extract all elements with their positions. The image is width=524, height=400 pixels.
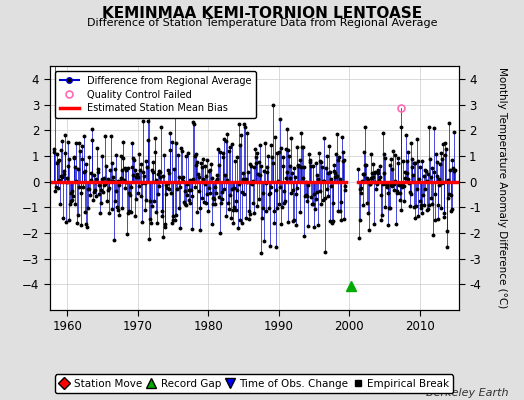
Legend: Station Move, Record Gap, Time of Obs. Change, Empirical Break: Station Move, Record Gap, Time of Obs. C… [55, 374, 453, 393]
Text: KEMINMAA KEMI-TORNION LENTOASE: KEMINMAA KEMI-TORNION LENTOASE [102, 6, 422, 21]
Legend: Difference from Regional Average, Quality Control Failed, Estimated Station Mean: Difference from Regional Average, Qualit… [54, 71, 256, 118]
Y-axis label: Monthly Temperature Anomaly Difference (°C): Monthly Temperature Anomaly Difference (… [497, 67, 507, 309]
Text: Berkeley Earth: Berkeley Earth [426, 388, 508, 398]
Text: Difference of Station Temperature Data from Regional Average: Difference of Station Temperature Data f… [87, 18, 437, 28]
